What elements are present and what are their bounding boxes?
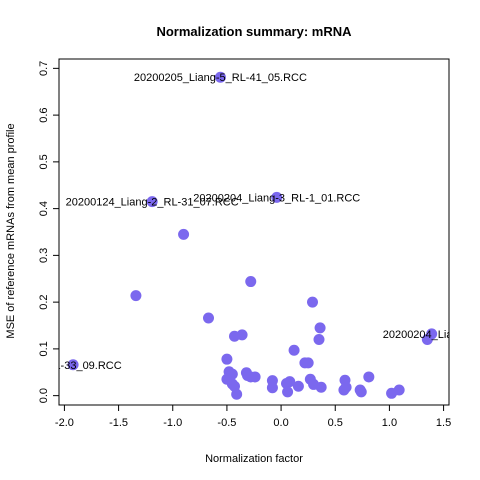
data-point: [203, 312, 214, 324]
data-point: [393, 384, 405, 396]
x-tick-label: -1.0: [163, 417, 182, 429]
data-point: [355, 386, 367, 398]
data-point: [231, 388, 243, 400]
plot-frame: [58, 58, 450, 406]
point-labels: 20200205_Liang-5_RL-41_05.RCC 20200204_Li…: [24, 72, 480, 372]
point-label: 20200124_Liang-2_RL-31_07.RCC: [66, 197, 239, 209]
x-tick-label: -0.5: [217, 417, 236, 429]
x-tick-label: 1.5: [436, 417, 451, 429]
data-point: [221, 353, 233, 365]
x-tick-label: -2.0: [55, 417, 74, 429]
data-point: [214, 71, 226, 83]
point-label: g-2_RL-33_09.RCC: [24, 360, 121, 372]
data-point: [245, 276, 257, 288]
y-tick-label: 0.4: [38, 201, 50, 216]
point-label: 20200204_Liang-3_RL-1_01.RCC: [193, 192, 360, 204]
x-tick-label: -1.5: [109, 417, 128, 429]
data-point: [249, 371, 261, 383]
data-points: [67, 71, 438, 400]
point-label: 20200204_Liang-4_: [383, 329, 480, 341]
y-tick-label: 0.2: [38, 294, 50, 309]
data-point: [266, 382, 278, 394]
data-point: [338, 384, 350, 396]
y-tick-label: 0.0: [38, 388, 50, 403]
x-axis: -2.0 -1.5 -1.0 -0.5 0.0 0.5 1.0 1.5: [55, 404, 451, 429]
data-point: [178, 228, 190, 240]
data-point: [363, 371, 375, 383]
y-axis-label: MSE of reference mRNAs from mean profile: [5, 123, 17, 338]
data-point: [292, 380, 304, 392]
data-point: [146, 196, 158, 208]
data-point: [282, 386, 294, 398]
y-tick-label: 0.6: [38, 107, 50, 122]
data-point: [271, 191, 283, 203]
y-tick-label: 0.3: [38, 248, 50, 263]
x-tick-label: 0.5: [328, 417, 343, 429]
y-tick-label: 0.5: [38, 154, 50, 169]
data-point: [281, 377, 292, 389]
data-point: [307, 296, 318, 308]
y-tick-label: 0.7: [38, 61, 50, 76]
data-point: [302, 357, 314, 369]
data-point: [315, 381, 327, 393]
chart-title: Normalization summary: mRNA: [156, 24, 352, 39]
x-tick-label: 1.0: [382, 417, 397, 429]
point-label: 20200205_Liang-5_RL-41_05.RCC: [134, 72, 307, 84]
data-point: [67, 359, 79, 371]
y-tick-label: 0.1: [38, 341, 50, 356]
data-point: [426, 328, 438, 340]
data-point: [229, 330, 240, 342]
data-point: [313, 334, 325, 346]
data-point: [288, 344, 300, 356]
data-point: [130, 290, 142, 302]
x-tick-label: 0.0: [273, 417, 288, 429]
data-point: [314, 322, 326, 334]
x-axis-label: Normalization factor: [205, 453, 303, 465]
